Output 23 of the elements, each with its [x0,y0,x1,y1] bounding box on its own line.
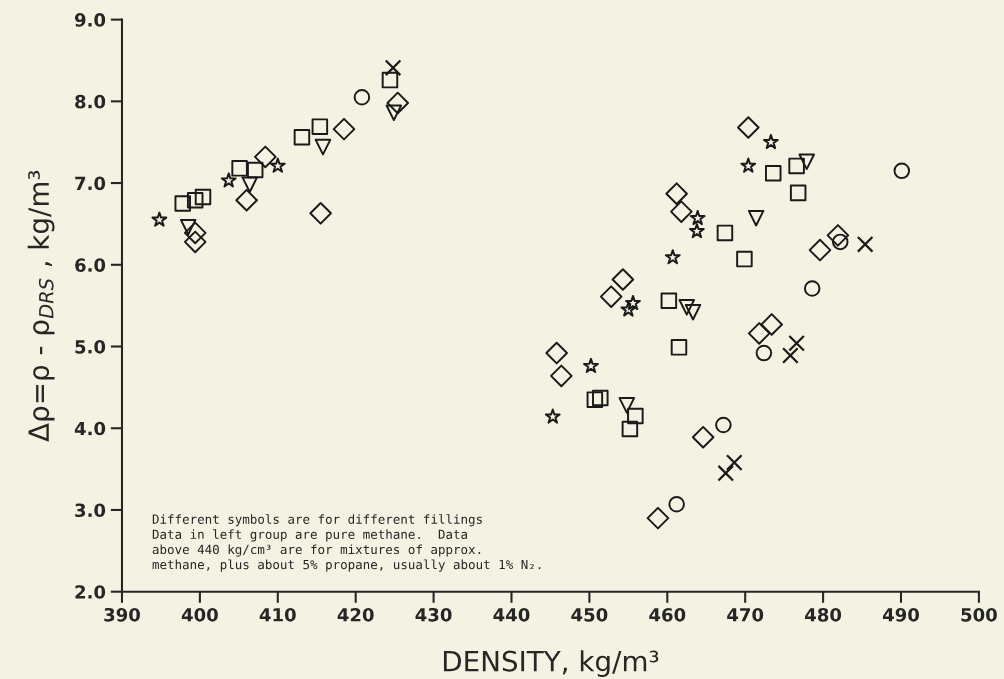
y-tick-label: 5.0 [75,339,106,354]
y-tick-label: 9.0 [74,13,106,27]
x-tick-label: 440 [493,607,530,622]
y-tick-label: 6.0 [75,258,106,272]
y-tick-label: 4.0 [74,421,106,436]
x-tick-label: 460 [649,607,686,622]
y-tick-label: 2.0 [75,585,106,599]
x-tick-label: 470 [727,607,764,622]
x-tick-label: 480 [805,607,842,622]
x-axis-title: DENSITY, kg/m³ [443,650,659,678]
y-tick-label: 3.0 [75,503,106,518]
y-tick-label: 8.0 [75,94,106,109]
x-tick-label: 420 [337,607,374,622]
y-tick-label: 7.0 [75,176,106,191]
x-tick-label: 450 [571,607,608,622]
annotation: Different symbols are for different fillings Data in left group are pure methane. Data above 440 kg/cm³ are for mixtures of approx. methane, plus about 5% propane, usually about 1% N₂. [152,514,541,572]
x-tick-label: 390 [104,607,140,622]
x-tick-label: 410 [259,607,296,622]
x-tick-label: 500 [961,607,997,622]
y-axis-title: Δρ=ρ - ρ$_{DRS}$ , kg/m³ [27,170,55,442]
x-tick-label: 400 [181,607,218,622]
x-tick-label: 490 [882,607,919,622]
x-tick-label: 430 [415,607,452,622]
